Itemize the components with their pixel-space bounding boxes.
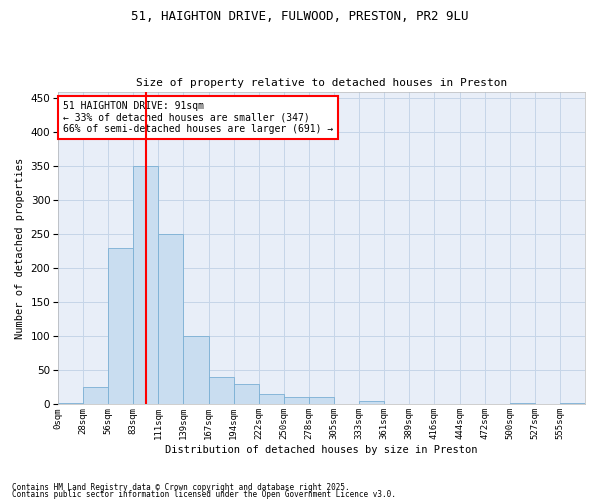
Bar	[133, 166, 158, 404]
Text: Contains public sector information licensed under the Open Government Licence v3: Contains public sector information licen…	[12, 490, 396, 499]
Bar	[184, 336, 209, 404]
Bar	[510, 403, 535, 404]
Bar	[158, 234, 184, 404]
Text: Contains HM Land Registry data © Crown copyright and database right 2025.: Contains HM Land Registry data © Crown c…	[12, 484, 350, 492]
Bar	[309, 397, 334, 404]
Bar	[83, 388, 108, 404]
Bar	[108, 248, 133, 404]
Bar	[209, 377, 233, 404]
Bar	[58, 403, 83, 404]
Bar	[259, 394, 284, 404]
Bar	[560, 403, 585, 404]
Title: Size of property relative to detached houses in Preston: Size of property relative to detached ho…	[136, 78, 507, 88]
Y-axis label: Number of detached properties: Number of detached properties	[15, 158, 25, 338]
Bar	[359, 401, 384, 404]
Text: 51 HAIGHTON DRIVE: 91sqm
← 33% of detached houses are smaller (347)
66% of semi-: 51 HAIGHTON DRIVE: 91sqm ← 33% of detach…	[63, 101, 334, 134]
Bar	[284, 397, 309, 404]
Text: 51, HAIGHTON DRIVE, FULWOOD, PRESTON, PR2 9LU: 51, HAIGHTON DRIVE, FULWOOD, PRESTON, PR…	[131, 10, 469, 23]
X-axis label: Distribution of detached houses by size in Preston: Distribution of detached houses by size …	[165, 445, 478, 455]
Bar	[233, 384, 259, 404]
